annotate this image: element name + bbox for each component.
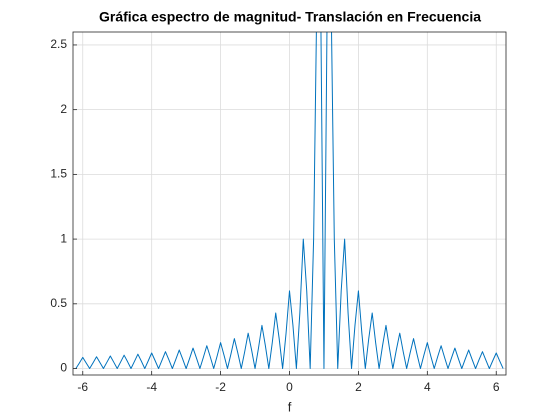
y-tick-label: 1: [60, 231, 67, 245]
spectrum-line: [75, 32, 504, 370]
y-tick-label: 0: [60, 361, 67, 375]
lines: [75, 32, 504, 370]
x-tick-label: -6: [77, 380, 88, 394]
ticks: -6 -4 -2 0 2 4 6 0 0.5 1 1.5 2 2.5: [50, 37, 500, 394]
y-tick-label: 1.5: [50, 167, 67, 181]
chart-title: Gráfica espectro de magnitud- Translació…: [99, 9, 481, 25]
x-tick-label: 0: [286, 380, 293, 394]
x-tick-label: 2: [355, 380, 362, 394]
x-tick-label: -2: [215, 380, 226, 394]
x-tick-label: 6: [493, 380, 500, 394]
y-tick-label: 2.5: [50, 37, 67, 51]
y-tick-label: 0.5: [50, 296, 67, 310]
x-tick-label: -4: [146, 380, 157, 394]
y-tick-label: 2: [60, 102, 67, 116]
x-tick-label: 4: [424, 380, 431, 394]
x-axis-label: f: [288, 399, 292, 414]
